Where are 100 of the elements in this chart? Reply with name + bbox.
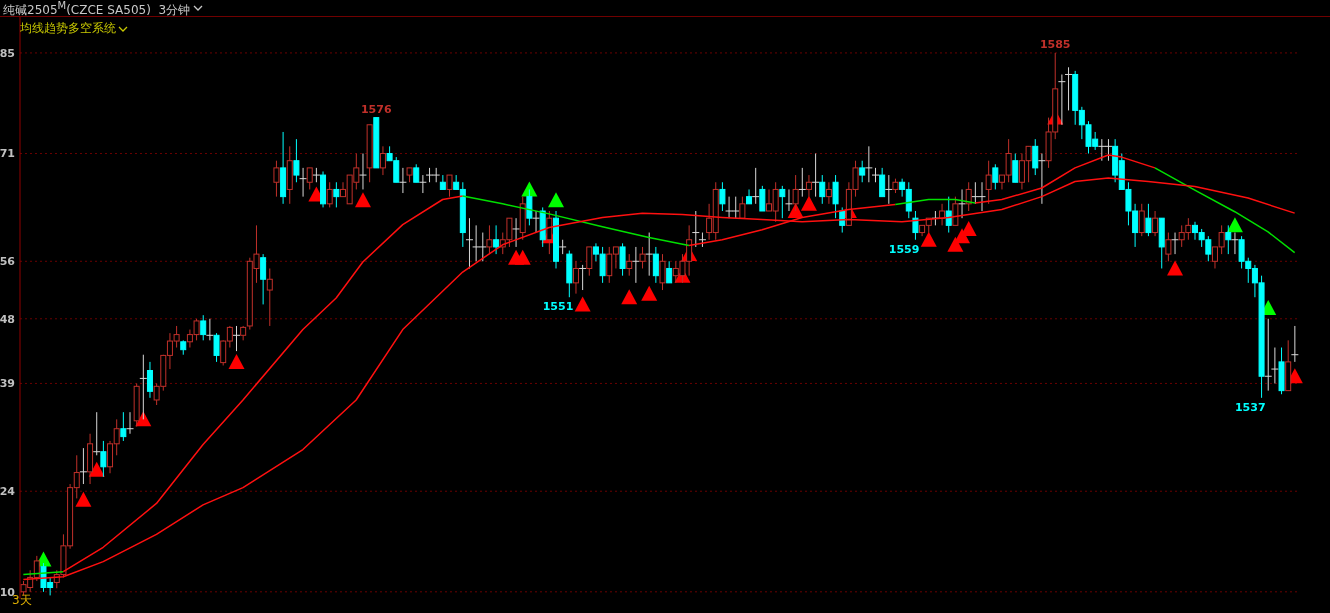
candlestick: [213, 332, 220, 363]
chart-subtitle: 均线趋势多空系统: [20, 20, 116, 37]
candlestick: [864, 145, 873, 183]
line-series: [974, 154, 1156, 204]
candlestick: [578, 264, 587, 291]
candlestick: [784, 188, 793, 212]
point: [548, 192, 564, 208]
candlestick: [719, 181, 726, 212]
y-tick-label: 39: [0, 377, 15, 391]
candlestick: [1225, 224, 1232, 255]
candlestick: [992, 163, 999, 190]
y-tick-label: 56: [0, 255, 16, 269]
text: 1551: [542, 300, 574, 314]
candlestick: [912, 210, 919, 241]
candlestick: [273, 160, 280, 198]
candlestick: [120, 411, 127, 442]
candlestick: [792, 174, 799, 212]
candlestick: [691, 210, 700, 248]
candlestick: [79, 447, 88, 485]
candlestick: [546, 210, 553, 255]
candlestick: [779, 185, 786, 219]
candlestick: [126, 411, 134, 435]
candlestick: [232, 325, 241, 352]
candlestick: [1270, 347, 1279, 384]
point: [800, 195, 817, 211]
candlestick: [1012, 153, 1019, 183]
line-series: [22, 177, 1296, 581]
candlestick: [666, 260, 673, 284]
candlestick: [446, 174, 453, 198]
candlestick: [358, 153, 367, 190]
candlestick: [659, 253, 666, 291]
point: [88, 461, 105, 477]
chart-title: 纯碱2505$^{M}$(CZCE SA505) 3分钟: [3, 0, 191, 18]
candlestick: [326, 181, 333, 208]
point: [621, 289, 638, 305]
point: [920, 231, 937, 247]
candlestick: [1064, 66, 1073, 111]
candlestick: [293, 138, 300, 183]
candlestick: [139, 354, 148, 420]
text: 1576: [360, 102, 392, 116]
candlestick: [958, 188, 967, 219]
candlestick: [100, 440, 107, 478]
line-series: [1154, 167, 1296, 254]
candlestick: [1230, 232, 1239, 255]
candlestick: [1152, 210, 1159, 237]
candlestick: [465, 217, 474, 269]
candlestick: [985, 160, 992, 205]
point: [1226, 217, 1243, 233]
y-tick-label: 48: [0, 312, 15, 326]
candlestick: [1057, 73, 1066, 126]
candlestick: [639, 246, 646, 269]
candlestick: [493, 224, 500, 255]
candlestick: [266, 267, 273, 327]
candlestick: [884, 174, 893, 205]
candlestick: [939, 203, 946, 226]
y-tick-label: 24: [0, 485, 16, 499]
candlestick: [1037, 153, 1046, 205]
text: 1559: [888, 242, 920, 256]
candlestick: [825, 181, 832, 205]
point: [514, 249, 531, 265]
candlestick: [260, 253, 267, 305]
candlestick: [1138, 203, 1145, 237]
candlestick: [572, 260, 579, 295]
point: [641, 285, 658, 301]
candlestick: [945, 196, 952, 234]
candlestick: [1264, 318, 1273, 392]
candlestick: [586, 246, 593, 277]
candlestick: [532, 210, 541, 234]
candlestick: [952, 196, 959, 226]
point: [1167, 260, 1184, 276]
candlestick: [200, 314, 207, 341]
text: 1537: [1234, 400, 1266, 414]
candlestick: [486, 224, 493, 255]
candlestick: [751, 167, 760, 205]
candlestick: [1032, 138, 1039, 176]
candlestick: [92, 411, 101, 456]
text: 1585: [1039, 37, 1071, 51]
candlestick: [819, 174, 826, 205]
candlestick: [1145, 203, 1152, 237]
candlestick: [379, 145, 386, 176]
y-tick-label: 85: [0, 46, 15, 60]
y-tick-label: 71: [0, 147, 15, 161]
point: [354, 192, 371, 208]
point: [947, 236, 964, 252]
candlestick: [418, 174, 427, 194]
candlestick: [1165, 232, 1172, 262]
candlestick: [759, 185, 766, 212]
point: [228, 353, 245, 369]
candlestick: [811, 153, 820, 198]
point: [574, 296, 591, 312]
candlestick: [631, 246, 640, 284]
candlestick: [619, 242, 626, 277]
candlestick: [805, 174, 812, 198]
candlestick: [879, 167, 886, 198]
point: [75, 491, 92, 507]
candlestick: [626, 253, 633, 277]
candlestick: [526, 188, 533, 226]
candlestick: [645, 232, 654, 277]
candlestick: [798, 167, 807, 198]
candlestick: [512, 217, 521, 248]
